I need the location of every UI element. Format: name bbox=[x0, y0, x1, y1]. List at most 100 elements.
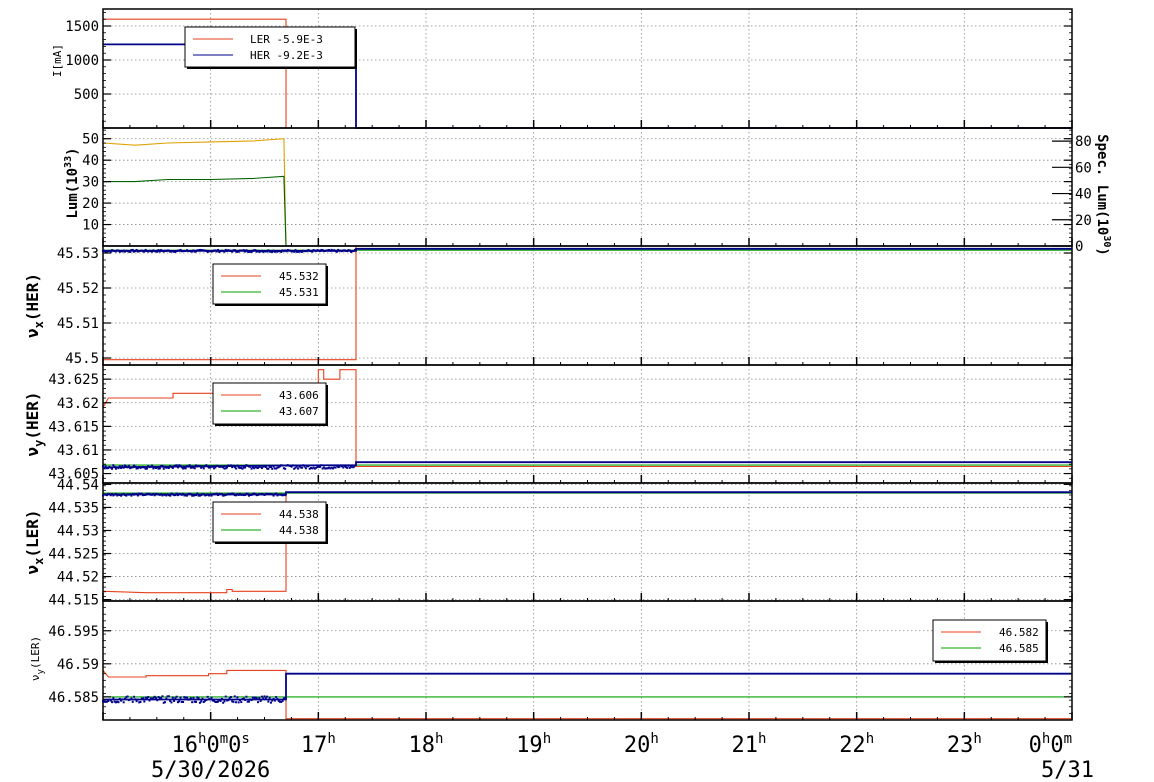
data-point bbox=[268, 696, 271, 699]
data-point bbox=[279, 250, 282, 253]
data-point bbox=[176, 494, 179, 497]
data-point bbox=[343, 249, 346, 252]
data-point bbox=[255, 466, 258, 469]
data-point bbox=[107, 492, 110, 495]
data-point bbox=[351, 466, 354, 469]
data-point bbox=[104, 493, 107, 496]
data-point bbox=[320, 464, 323, 467]
data-point bbox=[235, 701, 238, 704]
data-point bbox=[154, 492, 157, 495]
data-point bbox=[170, 465, 173, 468]
data-point bbox=[266, 467, 269, 470]
data-point bbox=[167, 695, 170, 698]
data-point bbox=[197, 697, 200, 700]
data-point bbox=[279, 493, 282, 496]
data-point bbox=[188, 492, 191, 495]
data-point bbox=[235, 250, 238, 253]
y-tick-label: 10 bbox=[82, 218, 99, 234]
data-point bbox=[156, 493, 159, 496]
data-point bbox=[277, 466, 280, 469]
data-point bbox=[352, 249, 355, 252]
legend-entry: 44.538 bbox=[279, 524, 319, 537]
data-point bbox=[139, 466, 142, 469]
data-point bbox=[131, 700, 134, 703]
data-point bbox=[189, 493, 192, 496]
data-point bbox=[197, 249, 200, 252]
data-point bbox=[144, 467, 147, 470]
data-point bbox=[247, 465, 250, 468]
data-point bbox=[353, 464, 356, 467]
data-point bbox=[338, 465, 341, 468]
data-point bbox=[120, 494, 123, 497]
noise-markers-nux_ler bbox=[102, 492, 287, 497]
data-point bbox=[131, 248, 134, 251]
data-point bbox=[147, 696, 150, 699]
y-tick-label: 46.59 bbox=[57, 657, 99, 673]
data-point bbox=[271, 467, 274, 470]
legend: LER -5.9E-3 HER -9.2E-3 bbox=[184, 26, 357, 69]
y2-tick-label: 0 bbox=[1075, 239, 1083, 255]
data-point bbox=[162, 493, 165, 496]
data-point bbox=[232, 700, 235, 703]
data-point bbox=[215, 250, 218, 253]
data-point bbox=[136, 250, 139, 253]
data-point bbox=[171, 466, 174, 469]
data-point bbox=[307, 465, 310, 468]
legend-entry: 44.538 bbox=[279, 508, 319, 521]
data-point bbox=[262, 697, 265, 700]
data-point bbox=[105, 700, 108, 703]
data-point bbox=[125, 249, 128, 252]
data-point bbox=[238, 249, 241, 252]
y-tick-label: 45.51 bbox=[57, 316, 99, 332]
series-line-red bbox=[102, 669, 1072, 720]
legend-box bbox=[184, 26, 356, 68]
data-point bbox=[257, 249, 260, 252]
data-point bbox=[342, 249, 345, 252]
data-point bbox=[213, 249, 216, 252]
data-point bbox=[240, 701, 243, 704]
data-point bbox=[174, 697, 177, 700]
data-point bbox=[264, 492, 267, 495]
data-point bbox=[154, 697, 157, 700]
data-point bbox=[210, 494, 213, 497]
data-point bbox=[302, 249, 305, 252]
data-point bbox=[251, 696, 254, 699]
data-point bbox=[162, 701, 165, 704]
data-point bbox=[237, 466, 240, 469]
data-point bbox=[104, 700, 107, 703]
data-point bbox=[153, 695, 156, 698]
data-point bbox=[267, 249, 270, 252]
data-point bbox=[202, 701, 205, 704]
data-point bbox=[165, 250, 168, 253]
data-point bbox=[179, 696, 182, 699]
data-point bbox=[249, 250, 252, 253]
data-point bbox=[151, 493, 154, 496]
y-tick-label: 46.595 bbox=[48, 624, 99, 640]
data-point bbox=[133, 695, 136, 698]
data-point bbox=[144, 696, 147, 699]
data-point bbox=[112, 697, 115, 700]
data-point bbox=[260, 249, 263, 252]
data-point bbox=[257, 701, 260, 704]
data-point bbox=[249, 493, 252, 496]
legend: 46.582 46.585 bbox=[932, 619, 1048, 663]
data-point bbox=[258, 493, 261, 496]
x-tick-label: 18h bbox=[409, 731, 444, 758]
y2-tick-label: 80 bbox=[1075, 134, 1092, 150]
data-point bbox=[185, 249, 188, 252]
data-point bbox=[135, 492, 138, 495]
data-point bbox=[282, 467, 285, 470]
data-point bbox=[165, 466, 168, 469]
data-point bbox=[121, 250, 124, 253]
data-point bbox=[142, 697, 145, 700]
data-point bbox=[104, 465, 107, 468]
data-point bbox=[153, 494, 156, 497]
data-point bbox=[166, 493, 169, 496]
data-point bbox=[161, 494, 164, 497]
data-point bbox=[273, 699, 276, 702]
data-point bbox=[310, 250, 313, 253]
data-point bbox=[218, 465, 221, 468]
x-date-label-left: 5/30/2026 bbox=[151, 758, 270, 782]
data-point bbox=[216, 248, 219, 251]
data-point bbox=[227, 699, 230, 702]
